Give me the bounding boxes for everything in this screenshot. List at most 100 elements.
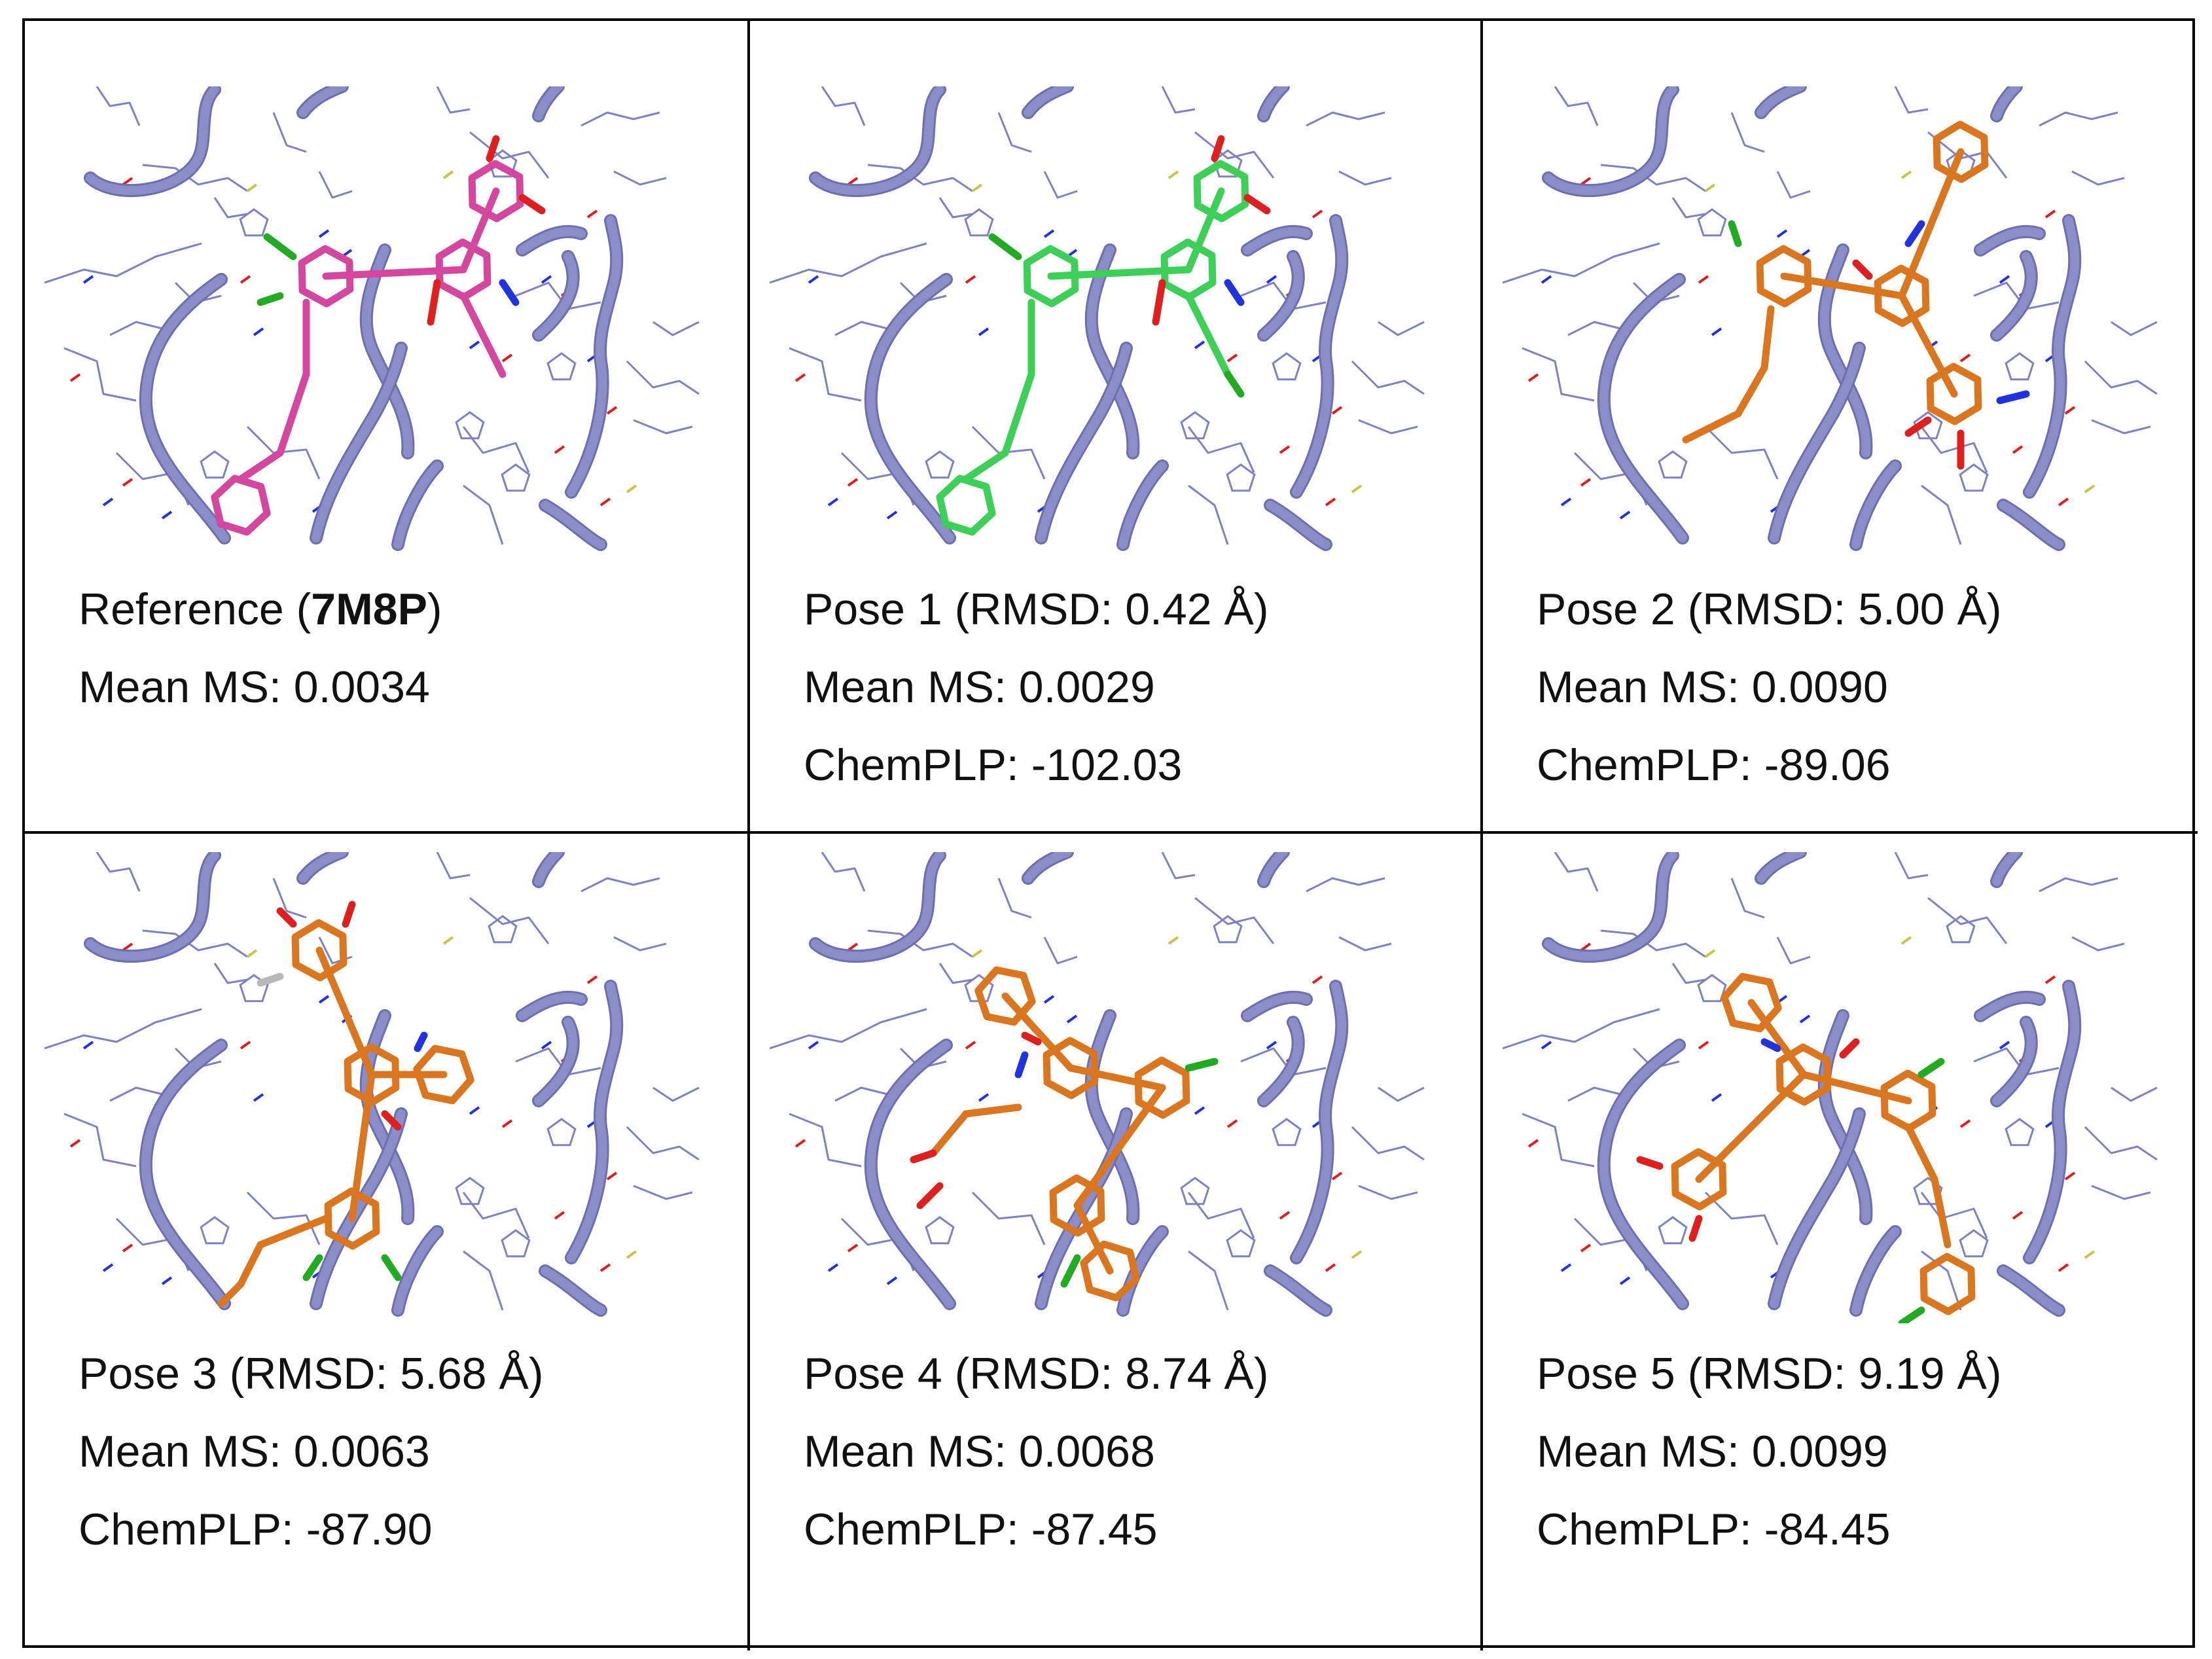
oxygen-atom-bond [2012,1211,2024,1220]
sidechain-bond [272,112,307,153]
backbone-ribbon [141,1041,229,1308]
sidechain-bond [63,347,137,402]
oxygen-atom [1152,279,1166,326]
sidechain-bond [469,897,550,944]
backbone-ribbon [1992,852,2021,886]
nitrogen-atom-bond [978,327,990,336]
sulfur-atom-bond [1704,183,1716,192]
sidechain-bond [1503,242,1660,284]
backbone-ribbon [866,1041,954,1308]
nitrogen-atom-bond [253,327,264,336]
sidechain-bond [613,936,667,952]
sidechain-bond [1894,852,1929,880]
nitrogen-atom-bond [978,1093,990,1102]
sidechain-bond [96,852,141,892]
backbone-ribbon [298,852,347,883]
sulfur-atom-bond [971,183,983,192]
nitrogen-atom-bond [1541,275,1552,284]
chlorine-atom [302,1254,323,1281]
oxygen-atom-bond [2044,975,2056,984]
sidechain-bond [1730,878,1765,919]
sidechain-bond [1043,171,1078,199]
backbone-ribbon [2025,216,2080,497]
sidechain-bond [1921,484,1962,545]
sidechain-bond [1503,1008,1660,1050]
sulfur-atom-bond [2084,1250,2096,1259]
backbone-ribbon [393,1227,442,1315]
sidechain-ring [200,450,230,479]
sidechain-bond [1671,197,1706,219]
oxygen-atom-bond [1331,406,1343,415]
oxygen-atom [1021,1031,1042,1046]
oxygen-atom [910,1149,937,1164]
sidechain-bond [1776,937,1811,965]
panel-title: Pose 2 (RMSD: 5.00 Å) [1537,584,2002,634]
backbone-ribbon [1243,226,1311,255]
panel-caption: Pose 1 (RMSD: 0.42 Å) Mean MS: 0.0029 Ch… [804,571,1268,804]
ligand-bond [1073,1084,1166,1209]
ligand-bond [1898,148,1965,300]
sidechain-bond [1187,1192,1255,1239]
oxygen-atom [916,1182,944,1209]
ligand-ring [298,245,354,308]
sidechain-bond [1240,281,1327,310]
nitrogen-atom-bond [1194,1106,1205,1115]
sidechain-bond [1920,1192,1988,1239]
panel-caption: Pose 3 (RMSD: 5.68 Å) Mean MS: 0.0063 Ch… [79,1335,543,1569]
sidechain-bond [463,484,504,545]
sidechain-bond [971,1191,1046,1245]
oxygen-atom-bond [606,1171,618,1181]
sidechain-bond [867,929,973,958]
backbone-ribbon [1259,252,1303,340]
sidechain-ring [1272,1118,1302,1147]
sidechain-bond [1704,1191,1779,1245]
sidechain-bond [1927,131,2008,179]
oxygen-atom-bond [2058,1263,2069,1272]
oxygen-atom-bond [1580,177,1592,186]
backbone-ribbon [1118,461,1167,549]
panel-pose-1: Pose 1 (RMSD: 0.42 Å) Mean MS: 0.0029 Ch… [750,21,1483,834]
sidechain-bond [1161,86,1196,114]
nitrogen-atom-bond [886,1276,898,1285]
sidechain-ring [239,208,269,237]
oxygen-atom-bond [586,975,598,984]
oxygen-atom-bond [1226,1119,1238,1128]
nitrogen-atom-bond [1619,1276,1631,1285]
backbone-ribbon [1544,86,1677,195]
sidechain-bond [1378,321,1425,336]
oxygen-atom-bond [1580,942,1592,952]
oxygen-atom-bond [2064,406,2076,415]
sidechain-bond [1188,1250,1229,1311]
binding-pocket-render [770,852,1425,1317]
sidechain-bond [1554,86,1599,126]
sidechain-bond [1927,897,2008,944]
sidechain-bond [1306,877,1385,893]
ligand-bond [1898,292,1958,398]
backbone-ribbon [86,86,219,195]
ligand-bond [1695,1071,1808,1183]
nitrogen-atom-bond [1711,327,1722,336]
sulfur-atom-bond [1900,170,1912,179]
ligand-bond [257,1215,330,1249]
oxygen-atom-bond [240,1041,251,1050]
oxygen-atom-bond [2044,209,2056,219]
ligand-bond [1001,992,1075,1072]
chemplp-label: ChemPLP: -89.06 [1537,740,1891,790]
ligand-ring [1874,264,1930,327]
nitrogen-atom [414,1031,428,1052]
sidechain-bond [1894,86,1929,114]
oxygen-atom-bond [69,373,81,382]
backbone-ribbon [312,344,406,543]
sidechain-bond [109,321,163,336]
sidechain-ring [1272,352,1302,381]
chemplp-label: ChemPLP: -84.45 [1537,1505,1891,1554]
mean-ms-label: Mean MS: 0.0090 [1537,662,1888,712]
sidechain-bond [1671,963,1706,984]
backbone-ribbon [1770,1109,1864,1308]
ligand-pose-3 [217,901,474,1308]
nitrogen-atom-bond [886,510,898,520]
sidechain-ring [1946,915,1976,944]
oxygen-atom-bond [240,275,251,284]
sidechain-bond [109,1086,163,1102]
sidechain-ring [1226,1229,1256,1258]
